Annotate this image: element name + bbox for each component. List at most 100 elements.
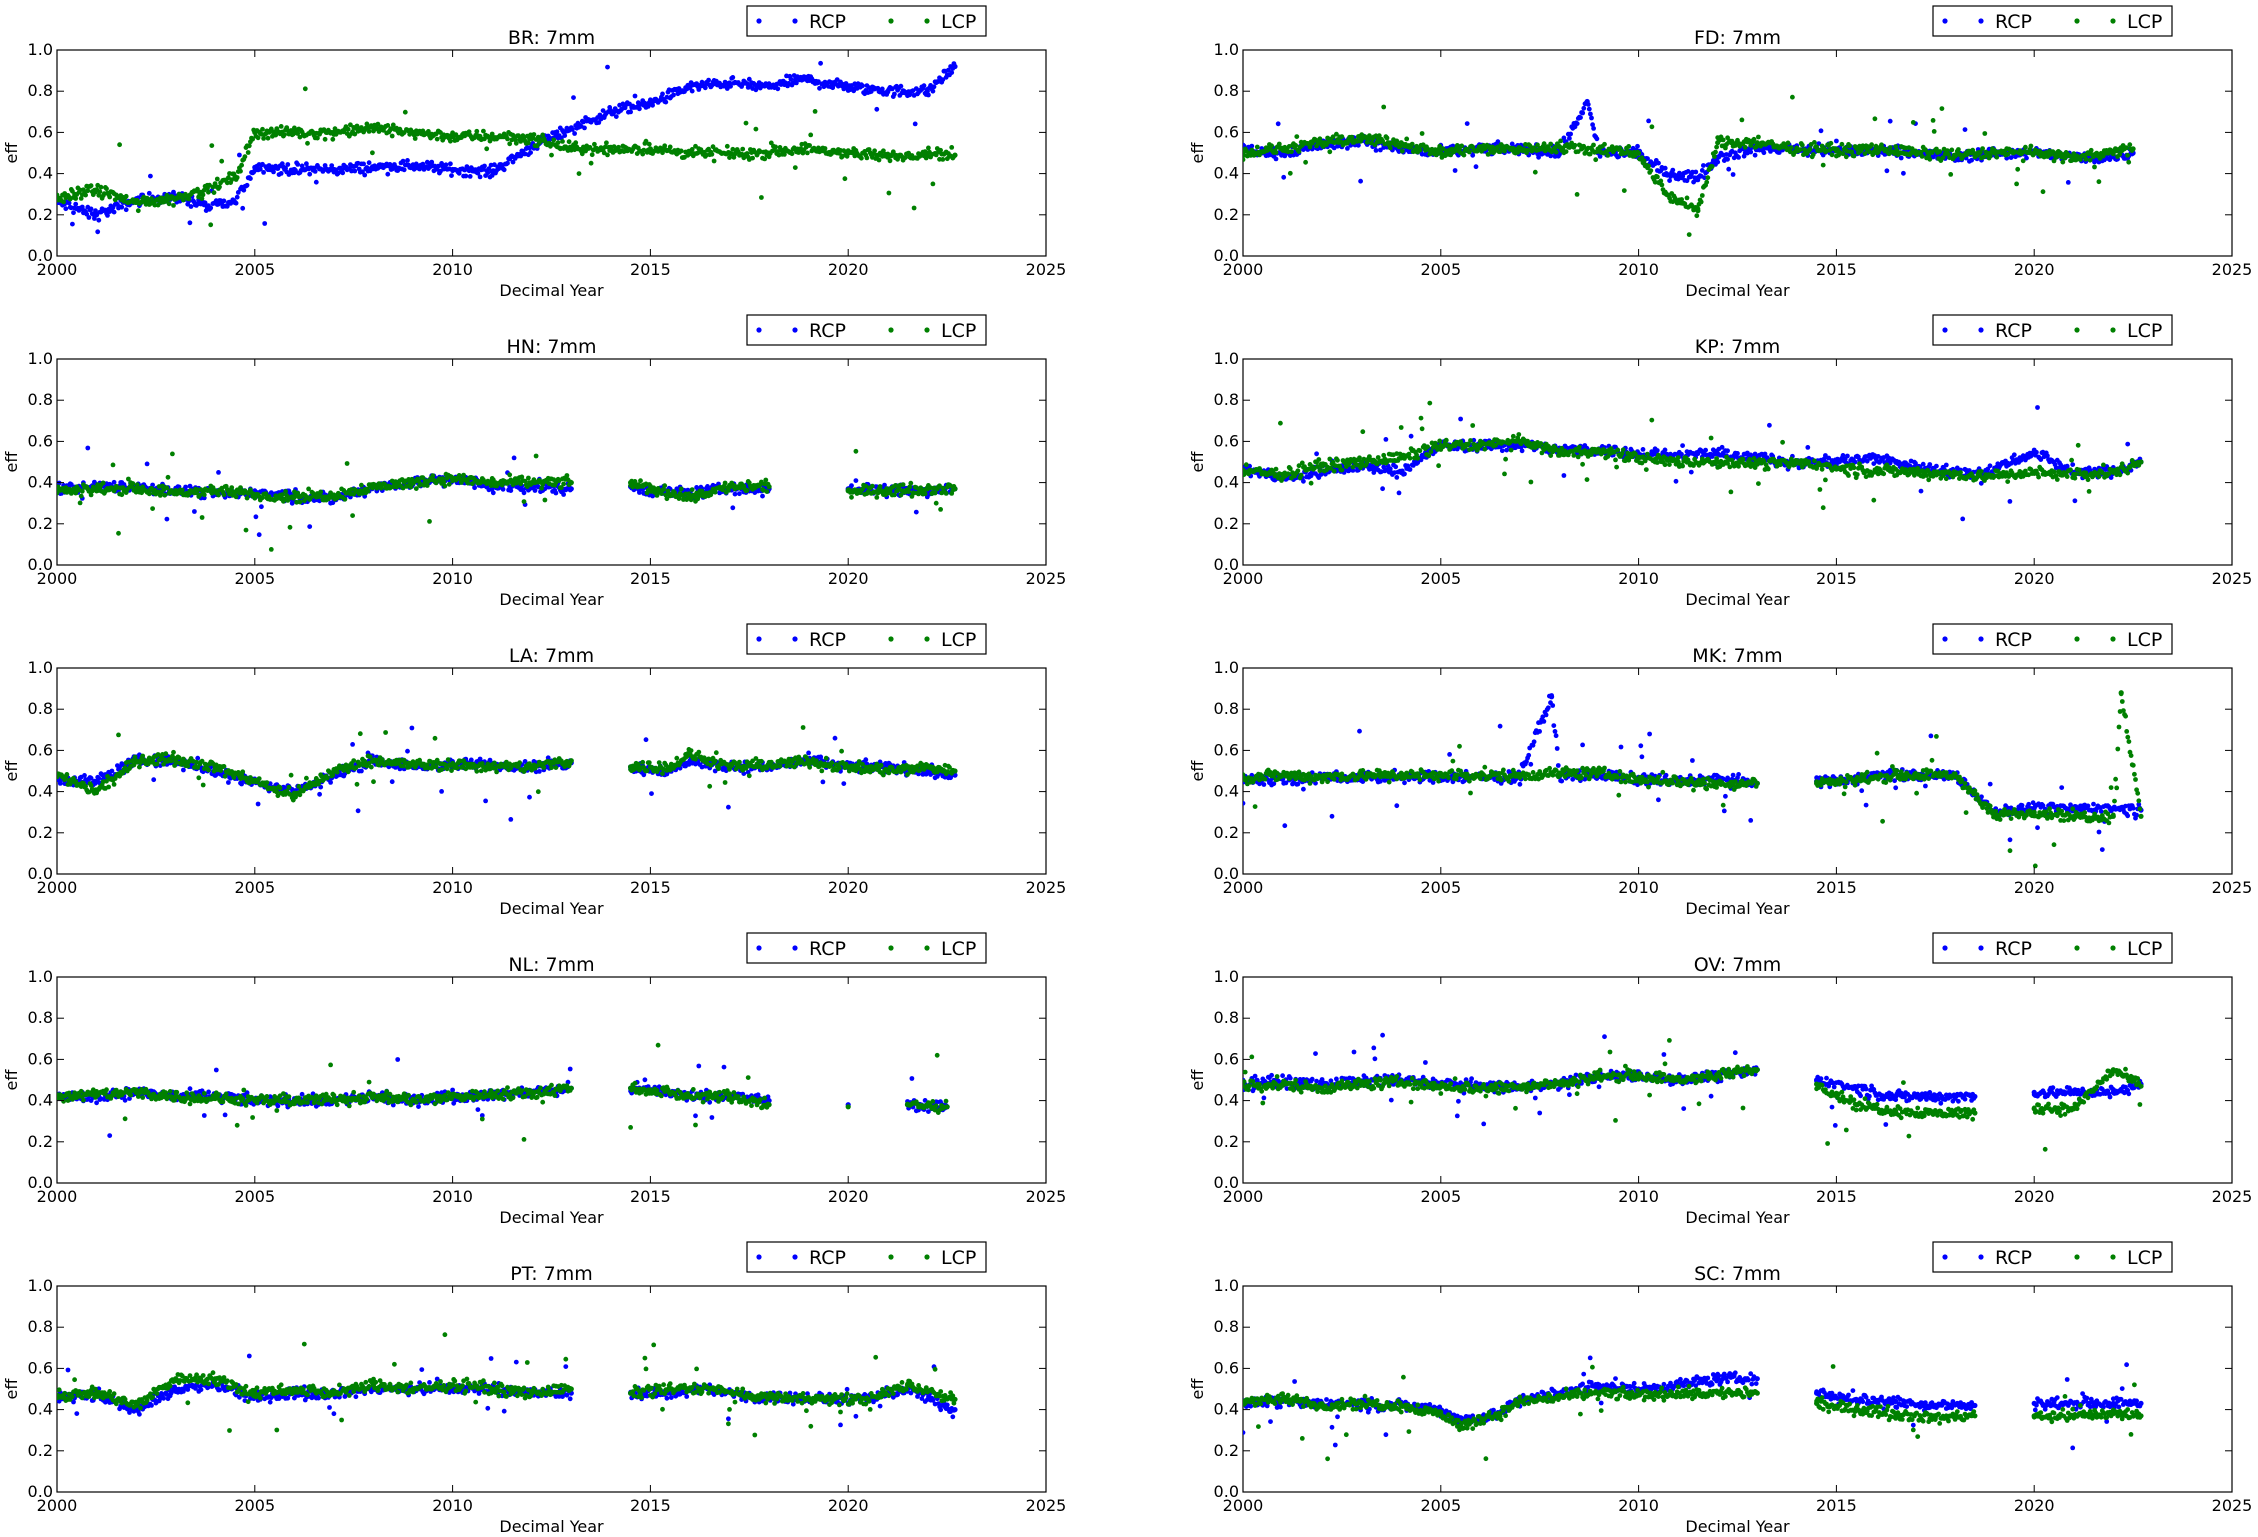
lcp-point	[297, 499, 303, 505]
lcp-point	[678, 148, 684, 154]
rcp-point	[816, 79, 821, 84]
lcp-point	[1839, 141, 1845, 147]
lcp-point	[764, 489, 770, 494]
lcp-point	[1454, 143, 1460, 148]
lcp-point	[1919, 154, 1925, 159]
rcp-point	[511, 455, 517, 461]
rcp-point	[86, 215, 92, 220]
lcp-point	[693, 143, 698, 149]
rcp-point	[853, 478, 859, 483]
lcp-point	[2096, 179, 2102, 185]
lcp-point	[1495, 144, 1501, 150]
rcp-point	[572, 131, 577, 136]
rcp-point	[105, 213, 110, 218]
lcp-point	[221, 492, 227, 498]
x-tick-label: 2010	[432, 569, 473, 588]
lcp-point	[667, 144, 673, 150]
lcp-point	[938, 147, 943, 153]
rcp-point	[187, 220, 193, 226]
rcp-point	[66, 200, 72, 206]
lcp-point	[1937, 149, 1943, 154]
lcp-point	[616, 144, 621, 150]
rcp-point	[930, 88, 936, 94]
lcp-point	[646, 141, 652, 147]
rcp-point	[278, 171, 284, 176]
lcp-point	[1829, 152, 1835, 158]
lcp-point	[1787, 149, 1793, 155]
rcp-point	[405, 158, 410, 163]
rcp-point	[1884, 168, 1890, 174]
rcp-point	[746, 76, 752, 82]
lcp-point	[1948, 172, 1954, 177]
rcp-point	[252, 164, 258, 170]
lcp-point	[744, 151, 750, 156]
rcp-point	[1590, 122, 1595, 128]
lcp-point	[1684, 195, 1690, 201]
rcp-point	[1574, 121, 1580, 126]
rcp-point	[1561, 135, 1567, 141]
lcp-point	[902, 155, 908, 161]
lcp-point	[539, 485, 544, 491]
lcp-point	[1287, 170, 1293, 176]
legend: RCP LCP	[1932, 5, 2173, 37]
subplot-kp: 2000 2005 2010 2015 2020 20250.00.20.40.60.81…	[1188, 314, 2252, 609]
lcp-point	[689, 487, 695, 492]
rcp-point	[706, 77, 711, 83]
lcp-point	[1427, 151, 1433, 157]
lcp-point	[766, 484, 772, 490]
rcp-point	[1693, 169, 1699, 175]
lcp-point	[1556, 144, 1563, 150]
rcp-point	[730, 505, 736, 511]
rcp-point	[1281, 174, 1287, 180]
lcp-point	[529, 136, 535, 142]
lcp-point	[549, 152, 554, 158]
rcp-point	[313, 179, 319, 185]
lcp-point	[2015, 166, 2021, 172]
rcp-point	[1378, 147, 1383, 153]
lcp-point	[1303, 159, 1308, 165]
lcp-point	[104, 186, 109, 192]
lcp-point	[1814, 144, 1819, 150]
lcp-point	[808, 132, 814, 138]
rcp-point	[1887, 118, 1893, 124]
lcp-point	[1541, 141, 1547, 147]
lcp-point	[110, 462, 116, 468]
rcp-point	[224, 203, 230, 209]
lcp-point	[1739, 117, 1745, 123]
subplot-fd: 2000 2005 2010 2015 2020 20250.00.20.40.60.81…	[1188, 5, 2252, 300]
lcp-point	[195, 186, 200, 192]
rcp-point	[68, 482, 74, 487]
lcp-point	[1461, 152, 1467, 158]
rcp-point	[699, 79, 705, 85]
lcp-point	[1532, 169, 1538, 175]
rcp-point	[1567, 136, 1572, 141]
lcp-point	[474, 128, 480, 134]
rcp-point	[364, 165, 370, 170]
lcp-point	[1756, 134, 1761, 140]
lcp-point	[484, 146, 490, 152]
x-tick-label: 2025	[1026, 569, 1067, 588]
legend: RCP LCP	[746, 314, 987, 346]
lcp-point	[78, 196, 84, 201]
lcp-point	[94, 187, 100, 193]
lcp-point	[217, 184, 222, 190]
rcp-point	[702, 85, 708, 91]
y-tick-label: 0.4	[1214, 164, 1239, 183]
lcp-point	[2102, 150, 2108, 156]
lcp-point	[2130, 146, 2136, 152]
legend-marker-rcp	[1942, 18, 1948, 24]
lcp-point	[949, 145, 955, 150]
y-tick-label: 0.6	[1214, 122, 1239, 141]
lcp-point	[214, 176, 220, 182]
lcp-point	[1349, 134, 1355, 140]
lcp-point	[212, 488, 218, 494]
lcp-point	[149, 196, 154, 202]
x-tick-label: 2000	[37, 569, 78, 588]
lcp-point	[232, 175, 238, 181]
rcp-point	[85, 445, 91, 451]
x-tick-label: 2020	[2014, 260, 2055, 279]
rcp-point	[1356, 142, 1361, 148]
rcp-point	[553, 490, 559, 496]
lcp-point	[2031, 150, 2037, 156]
rcp-point	[1726, 166, 1732, 172]
